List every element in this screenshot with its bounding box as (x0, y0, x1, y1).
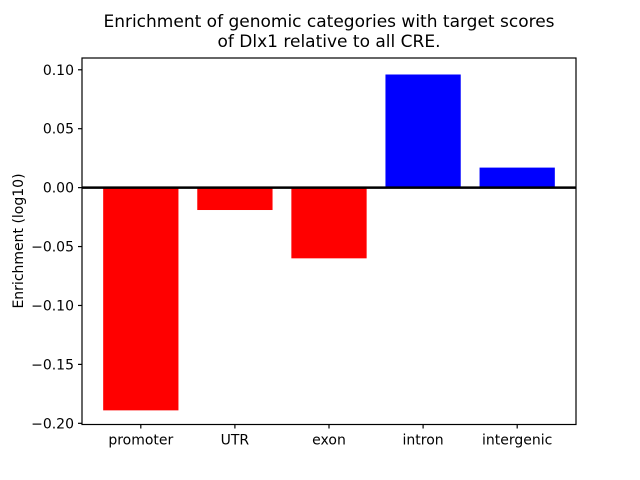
x-tick-label-UTR: UTR (221, 433, 250, 449)
bar-promoter (103, 187, 179, 411)
chart-title: Enrichment of genomic categories with ta… (103, 12, 555, 52)
x-tick-label-exon: exon (312, 433, 346, 449)
bar-intron (385, 74, 461, 188)
y-tick-label: 0.00 (43, 181, 74, 197)
x-tick-label-promoter: promoter (108, 433, 173, 449)
x-tick-label-intergenic: intergenic (482, 433, 552, 449)
bar-exon (291, 187, 367, 259)
bar-intergenic (479, 167, 555, 188)
y-tick-label: −0.15 (31, 357, 74, 373)
y-tick-label: −0.05 (31, 240, 74, 256)
y-tick-label: −0.20 (31, 416, 74, 432)
x-tick-label-intron: intron (403, 433, 444, 449)
y-tick-label: −0.10 (31, 298, 74, 314)
bar-UTR (197, 187, 273, 211)
y-tick-label: 0.05 (43, 122, 74, 138)
y-tick-label: 0.10 (43, 63, 74, 79)
